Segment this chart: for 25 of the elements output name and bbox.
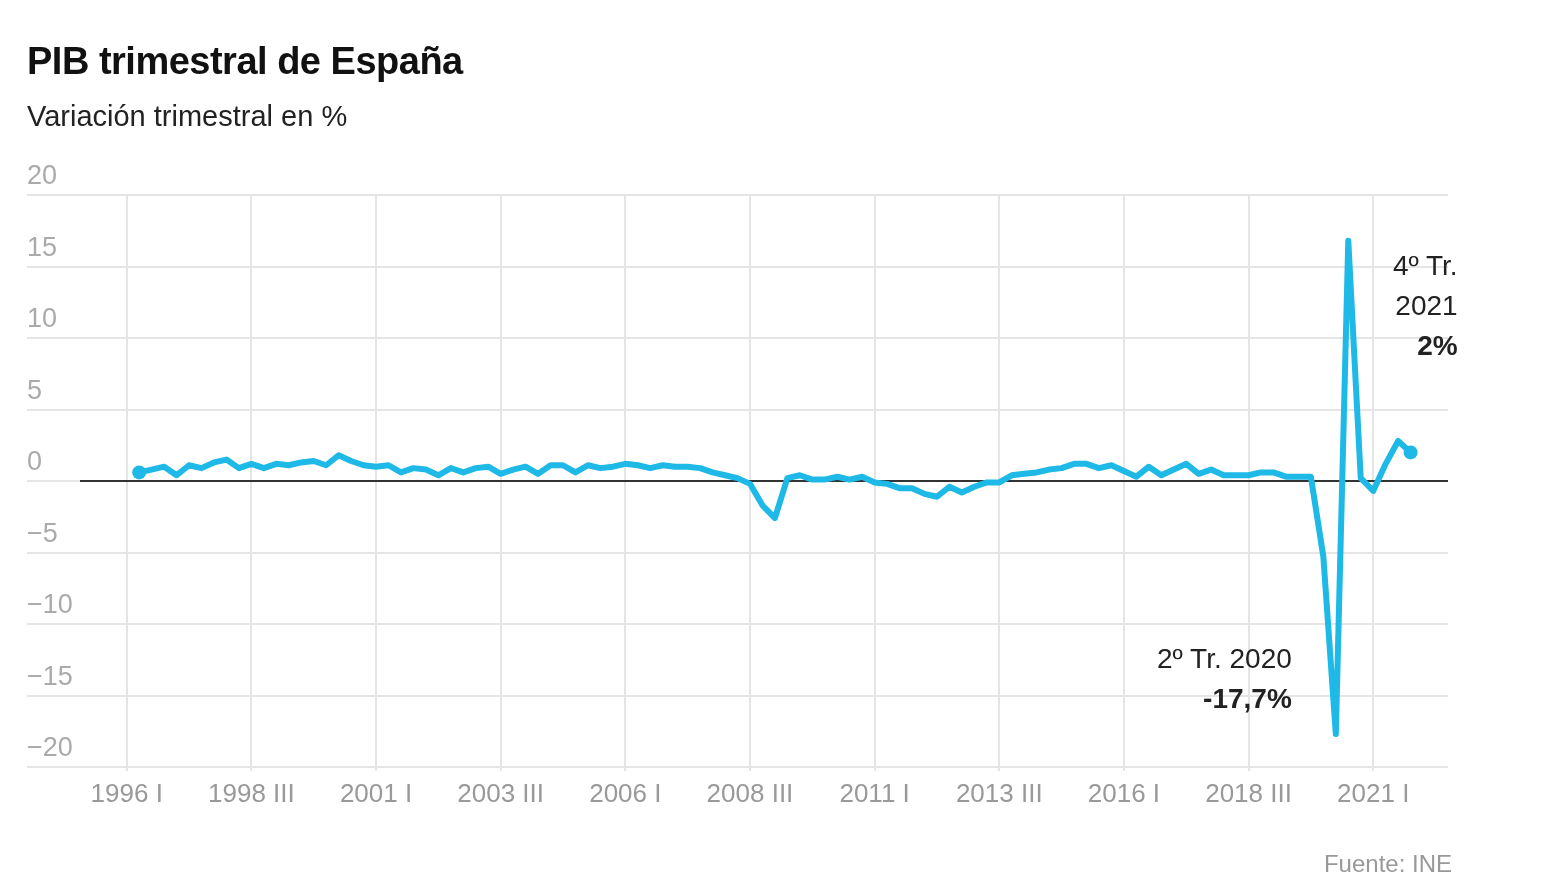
y-tick-label: −15 — [27, 660, 73, 691]
x-tick-label: 2011 I — [839, 777, 910, 808]
y-tick-label: 0 — [27, 446, 43, 477]
x-tick-label: 2001 I — [339, 777, 413, 808]
source-note: Fuente: INE — [1323, 850, 1452, 878]
chart-title: PIB trimestral de España — [27, 40, 463, 83]
y-tick-label: 5 — [27, 374, 43, 405]
annotation: 2º Tr. 2020 -17,7% — [1157, 642, 1292, 714]
x-tick-label: 2006 I — [589, 777, 662, 808]
y-tick-label: −5 — [27, 517, 58, 548]
y-tick-label: 10 — [27, 303, 58, 334]
y-tick-label: −20 — [27, 732, 73, 763]
annotation: 4º Tr. 2021 2% — [1392, 250, 1458, 362]
x-tick-label: 2016 I — [1087, 777, 1161, 808]
x-tick-label: 2008 III — [706, 777, 794, 808]
x-tick-label: 2003 III — [457, 777, 545, 808]
y-tick-label: −10 — [27, 589, 73, 620]
y-tick-label: 20 — [27, 160, 58, 191]
x-tick-label: 1998 III — [208, 777, 295, 808]
x-tick-label: 2013 III — [955, 777, 1043, 808]
y-tick-label: 15 — [27, 231, 58, 262]
x-tick-label: 2018 III — [1205, 777, 1292, 808]
x-tick-label: 1996 I — [90, 777, 163, 808]
x-tick-label: 2021 I — [1337, 777, 1410, 808]
chart-subtitle: Variación trimestral en % — [27, 100, 348, 133]
